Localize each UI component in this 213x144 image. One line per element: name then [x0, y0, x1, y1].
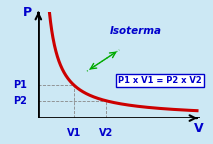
Text: V1: V1	[67, 128, 81, 138]
Text: P: P	[23, 6, 32, 19]
Text: P1: P1	[13, 80, 27, 90]
Text: P1 x V1 = P2 x V2: P1 x V1 = P2 x V2	[118, 76, 202, 85]
Text: V: V	[194, 122, 203, 135]
Text: Isoterma: Isoterma	[109, 26, 161, 36]
Text: P2: P2	[13, 96, 27, 106]
Text: V2: V2	[99, 128, 114, 138]
